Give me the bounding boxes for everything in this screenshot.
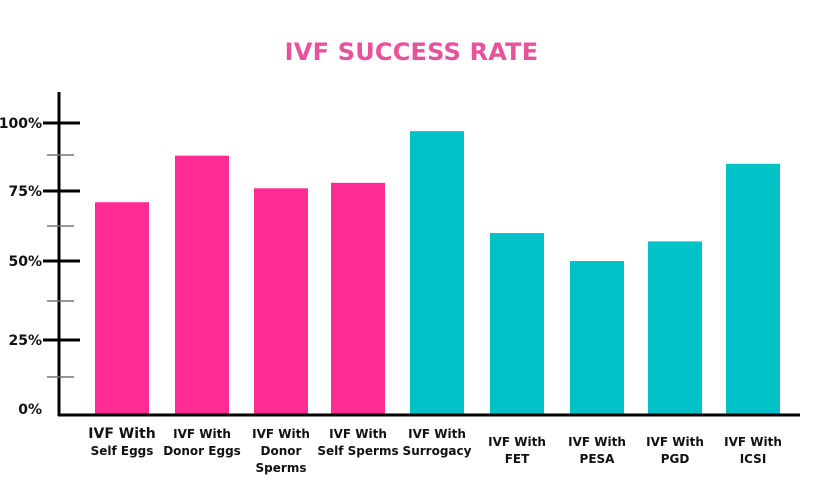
bar-1 xyxy=(95,202,149,415)
x-tick-label-1: IVF With Self Eggs xyxy=(88,426,155,458)
chart-title: IVF SUCCESS RATE xyxy=(284,38,539,66)
x-tick-label-3: IVF With Donor Sperms xyxy=(252,427,310,475)
y-tick-label-0: 0% xyxy=(18,402,42,418)
bar-3 xyxy=(254,188,308,415)
x-tick-label-6: IVF With FET xyxy=(488,435,546,466)
bar-2 xyxy=(175,155,229,415)
bar-7 xyxy=(570,261,624,415)
bar-5 xyxy=(410,131,464,415)
bar-6 xyxy=(490,233,544,415)
bar-4 xyxy=(331,182,385,415)
x-tick-label-2: IVF With Donor Eggs xyxy=(163,427,241,458)
x-tick-label-8: IVF With PGD xyxy=(646,435,704,466)
y-tick-label-1: 25% xyxy=(8,333,42,349)
bar-8 xyxy=(648,241,702,415)
x-tick-label-5: IVF With Surrogacy xyxy=(403,427,472,458)
y-tick-label-3: 75% xyxy=(8,184,42,200)
bar-9 xyxy=(726,163,780,415)
y-tick-label-4: 100% xyxy=(0,116,42,132)
x-tick-label-9: IVF With ICSI xyxy=(724,435,782,466)
x-tick-label-4: IVF With Self Sperms xyxy=(317,427,398,458)
x-tick-label-7: IVF With PESA xyxy=(568,435,626,466)
y-tick-label-2: 50% xyxy=(8,254,42,270)
